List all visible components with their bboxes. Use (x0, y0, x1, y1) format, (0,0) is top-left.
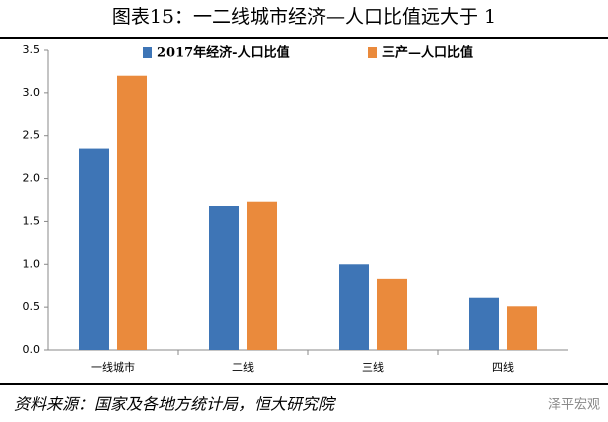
bar (79, 148, 109, 350)
x-tick-label: 三线 (362, 360, 384, 374)
legend-swatch (143, 47, 152, 58)
y-tick-label: 3.5 (23, 43, 41, 56)
y-tick-label: 0.5 (23, 300, 41, 313)
y-tick-label: 3.0 (23, 86, 41, 99)
y-tick-label: 2.0 (23, 172, 41, 185)
bar (209, 206, 239, 350)
bar (339, 264, 369, 350)
source-note: 资料来源：国家及各地方统计局，恒大研究院 (14, 395, 337, 414)
y-tick-label: 1.5 (23, 214, 41, 227)
y-tick-label: 0.0 (23, 343, 41, 356)
x-tick-label: 二线 (232, 360, 254, 374)
y-tick-label: 1.0 (23, 257, 41, 270)
bar (469, 297, 499, 350)
bar (117, 75, 147, 350)
legend-label: 2017年经济-人口比值 (157, 45, 290, 61)
watermark: 泽平宏观 (548, 398, 600, 413)
chart-title: 图表15：一二线城市经济—人口比值远大于 1 (112, 6, 496, 28)
x-tick-label: 四线 (492, 360, 514, 374)
bar (247, 201, 277, 350)
legend-swatch (368, 47, 377, 58)
bar (507, 306, 537, 350)
legend-label: 三产—人口比值 (382, 45, 473, 61)
x-tick-label: 一线城市 (91, 360, 135, 374)
y-tick-label: 2.5 (23, 129, 41, 142)
bar (377, 278, 407, 350)
